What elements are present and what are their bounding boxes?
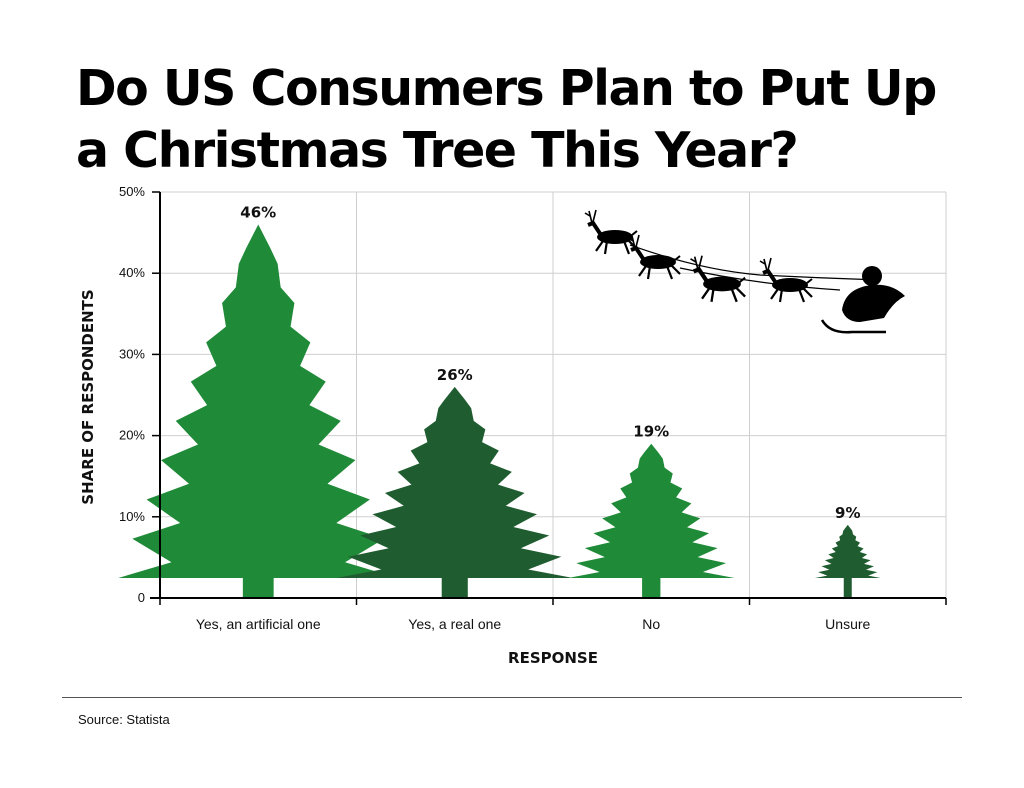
- chart-title-line-1: Do US Consumers Plan to Put Up: [76, 60, 937, 117]
- x-tick-label: Yes, an artificial one: [196, 616, 321, 632]
- tree-trunk: [843, 572, 852, 598]
- y-tick-label: 10%: [119, 509, 145, 524]
- x-axis-title: RESPONSE: [508, 649, 598, 667]
- tree-bar: [814, 524, 881, 578]
- source-note: Source: Statista: [78, 712, 170, 727]
- data-label: 9%: [835, 504, 860, 522]
- data-label: 19%: [633, 423, 669, 441]
- chart-title-line-2: a Christmas Tree This Year?: [76, 122, 799, 179]
- footer-divider: [62, 697, 962, 698]
- y-tick-label: 30%: [119, 346, 145, 361]
- y-tick-label: 20%: [119, 428, 145, 443]
- tree-trunk: [642, 572, 661, 598]
- tree-bar: [118, 224, 399, 579]
- x-tick-label: No: [642, 616, 660, 632]
- data-label: 46%: [240, 203, 276, 221]
- x-tick-label: Unsure: [825, 616, 870, 632]
- tree-bar: [567, 443, 735, 578]
- x-tick-label: Yes, a real one: [408, 616, 501, 632]
- y-tick-label: 0: [138, 590, 145, 605]
- y-tick-label: 40%: [119, 265, 145, 280]
- y-tick-label: 50%: [119, 184, 145, 199]
- y-axis-title: SHARE OF RESPONDENTS: [79, 289, 97, 504]
- chart-title: Do US Consumers Plan to Put Up a Christm…: [76, 58, 976, 182]
- santa-sleigh-reindeer-icon: [584, 209, 905, 334]
- data-label: 26%: [437, 366, 473, 384]
- tree-bar: [336, 386, 574, 578]
